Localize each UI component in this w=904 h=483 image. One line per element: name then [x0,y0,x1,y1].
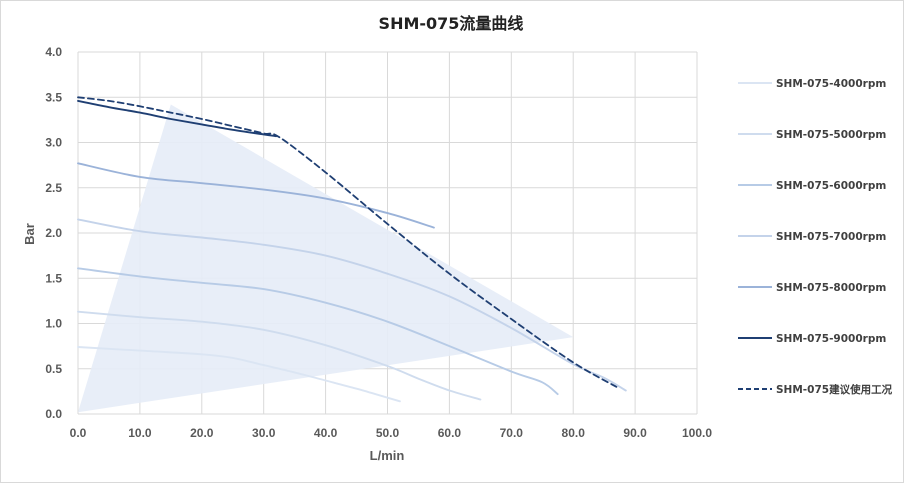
plot-area: 0.0 10.0 20.0 30.0 40.0 50.0 60.0 70.0 80.0 90.0 1… [45,45,712,440]
x-tick-label-2: 20.0 [190,426,214,440]
legend-label-2: SHM-075-6000rpm [776,180,886,192]
x-tick-label-9: 90.0 [623,426,647,440]
y-tick-label-1: 0.5 [45,362,62,376]
chart-title: SHM-075流量曲线 [379,14,524,33]
legend-label-3: SHM-075-7000rpm [776,231,886,243]
series-line-0 [77,346,401,403]
x-axis-title: L/min [370,448,405,463]
series-line-5 [77,99,278,138]
series-line-1 [77,310,482,401]
series-line-4 [77,162,435,229]
y-tick-label-0: 0.0 [45,407,62,421]
y-tick-label-4: 2.0 [45,226,62,240]
x-tick-label-3: 30.0 [252,426,276,440]
recommended-region [78,104,574,413]
x-tick-label-8: 80.0 [562,426,586,440]
legend-label-1: SHM-075-5000rpm [776,129,886,141]
legend-label-6: SHM-075建议使用工况 [776,383,893,396]
series-line-3 [77,218,627,392]
x-tick-label-10: 100.0 [682,426,712,440]
legend-label-4: SHM-075-8000rpm [776,282,886,294]
x-tick-label-4: 40.0 [314,426,338,440]
y-tick-label-2: 1.0 [45,317,62,331]
x-tick-label-5: 50.0 [376,426,400,440]
x-tick-label-1: 10.0 [128,426,152,440]
x-tick-label-0: 0.0 [70,426,87,440]
y-tick-label-5: 2.5 [45,181,62,195]
x-tick-label-6: 60.0 [438,426,462,440]
y-tick-label-7: 3.5 [45,90,62,104]
y-tick-label-3: 1.5 [45,271,62,285]
series-line-2 [77,267,559,396]
y-tick-label-6: 3.0 [45,136,62,150]
x-tick-label-7: 70.0 [500,426,524,440]
y-axis-title: Bar [22,223,37,245]
legend-label-0: SHM-075-4000rpm [776,78,886,90]
legend: SHM-075-4000rpm SHM-075-5000rpm SHM-075-60… [738,78,893,396]
series-line-6 [77,96,618,388]
y-tick-label-8: 4.0 [45,45,62,59]
legend-label-5: SHM-075-9000rpm [776,333,886,345]
